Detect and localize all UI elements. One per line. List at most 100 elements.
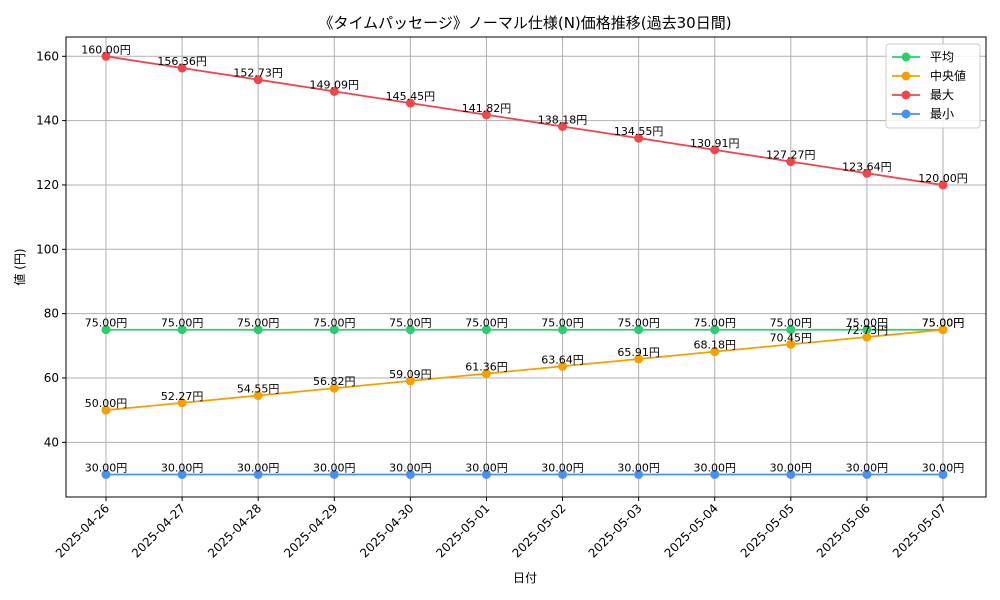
data-label: 134.55円 [614, 125, 664, 138]
data-label: 50.00円 [85, 397, 128, 410]
data-label: 52.27円 [161, 390, 204, 403]
series-line-1 [105, 328, 944, 412]
data-label: 61.36円 [465, 361, 508, 374]
data-point [481, 325, 491, 335]
data-point [558, 121, 568, 131]
data-label: 30.00円 [389, 461, 432, 474]
data-label: 75.00円 [770, 317, 813, 330]
y-axis-ticks: 40 60 80 100 120 140 160 [36, 49, 66, 449]
plot-frame [65, 36, 987, 498]
data-label: 56.82円 [313, 375, 356, 388]
data-point [558, 361, 568, 371]
series-line-2 [105, 55, 944, 186]
data-label: 59.09円 [389, 368, 432, 381]
data-point [177, 325, 187, 335]
data-label: 30.00円 [770, 461, 813, 474]
data-point [938, 180, 948, 190]
data-point [101, 51, 111, 61]
data-label: 30.00円 [617, 461, 660, 474]
y-tick-label: 60 [44, 371, 59, 385]
y-tick-label: 140 [36, 114, 59, 128]
data-point [253, 75, 263, 85]
data-label: 30.00円 [922, 461, 965, 474]
data-label: 145.45円 [386, 90, 436, 103]
y-tick-label: 120 [36, 178, 59, 192]
x-axis-title: 日付 [513, 571, 537, 585]
data-point [253, 469, 263, 479]
data-label: 75.00円 [313, 317, 356, 330]
data-label: 30.00円 [465, 461, 508, 474]
data-label: 75.00円 [693, 317, 736, 330]
data-point [786, 469, 796, 479]
data-point [710, 325, 720, 335]
data-point [710, 347, 720, 357]
data-point [177, 63, 187, 73]
data-label: 68.18円 [693, 339, 736, 352]
data-point [862, 469, 872, 479]
data-point [405, 98, 415, 108]
data-point [862, 332, 872, 342]
data-label: 72.73円 [846, 324, 889, 337]
data-point [786, 339, 796, 349]
data-label: 120.00円 [918, 172, 968, 185]
legend-swatch-marker [901, 90, 911, 100]
data-label: 75.00円 [922, 317, 965, 330]
data-point [177, 469, 187, 479]
legend-entry: 中央値 [930, 68, 966, 83]
data-point [634, 325, 644, 335]
data-label: 75.00円 [161, 317, 204, 330]
data-point [862, 325, 872, 335]
data-label: 63.64円 [541, 353, 584, 366]
data-labels: 75.00円 75.00円 75.00円 75.00円 75.00円 75.00円 75.0… [81, 43, 968, 474]
data-point [101, 469, 111, 479]
data-point [405, 325, 415, 335]
data-point [405, 469, 415, 479]
data-label: 65.91円 [617, 346, 660, 359]
data-point [481, 469, 491, 479]
data-point [329, 469, 339, 479]
data-label: 149.09円 [310, 78, 360, 91]
data-label: 75.00円 [922, 317, 965, 330]
data-point [786, 157, 796, 167]
data-label: 160.00円 [81, 43, 131, 56]
data-point [558, 469, 568, 479]
data-label: 138.18円 [538, 113, 588, 126]
data-point [329, 383, 339, 393]
data-point [786, 325, 796, 335]
legend-entry: 最小 [930, 107, 954, 121]
data-point [710, 145, 720, 155]
y-tick-label: 100 [36, 242, 59, 256]
data-point [481, 369, 491, 379]
data-point [634, 469, 644, 479]
data-label: 30.00円 [693, 461, 736, 474]
chart-title: 《タイムパッセージ》ノーマル仕様(N)価格推移(過去30日間) [318, 14, 731, 32]
data-label: 70.45円 [770, 331, 813, 344]
data-point [634, 133, 644, 143]
data-label: 141.82円 [462, 102, 512, 115]
data-point [253, 391, 263, 401]
data-label: 75.00円 [465, 317, 508, 330]
data-point [710, 469, 720, 479]
data-point [253, 325, 263, 335]
data-point [938, 325, 948, 335]
data-point [558, 325, 568, 335]
data-point [329, 325, 339, 335]
data-label: 30.00円 [85, 461, 128, 474]
data-point [634, 354, 644, 364]
legend-entry: 平均 [930, 50, 954, 64]
series-lines [101, 51, 948, 479]
data-label: 75.00円 [846, 317, 889, 330]
legend-box [885, 43, 981, 129]
data-label: 75.00円 [541, 317, 584, 330]
data-point [481, 110, 491, 120]
y-tick-label: 40 [44, 435, 59, 449]
legend-swatch-marker [901, 109, 911, 119]
data-point [177, 398, 187, 408]
data-label: 156.36円 [157, 55, 207, 68]
data-point [405, 376, 415, 386]
data-label: 30.00円 [161, 461, 204, 474]
data-label: 75.00円 [85, 317, 128, 330]
data-label: 152.73円 [233, 67, 283, 80]
